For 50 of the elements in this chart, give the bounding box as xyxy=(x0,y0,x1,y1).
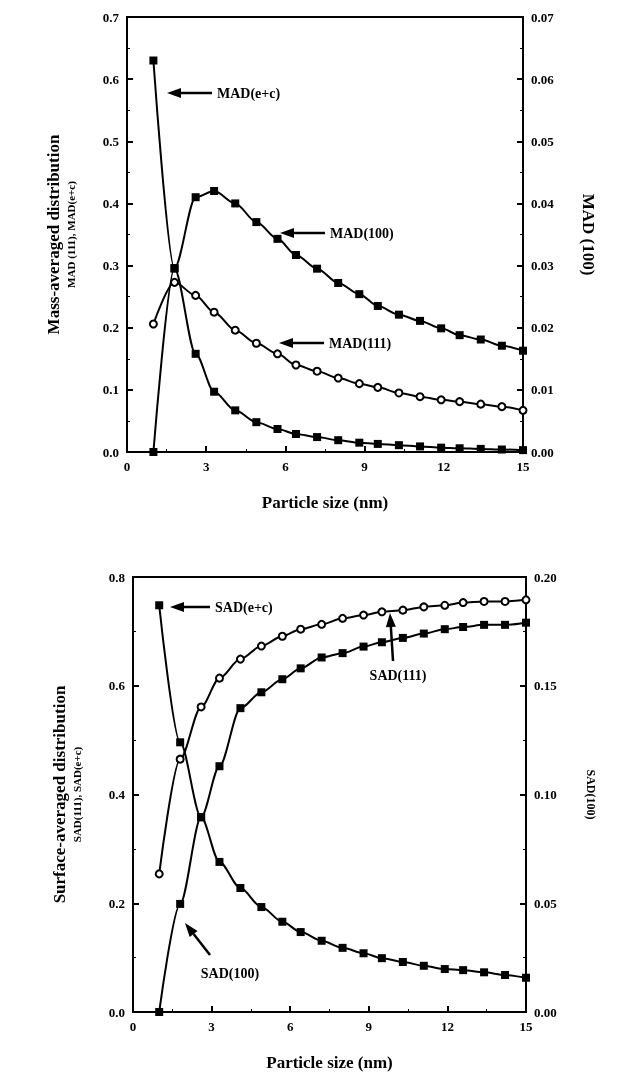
y2-tick-label: 0.15 xyxy=(534,678,558,694)
y-tick-label: 0.4 xyxy=(108,787,126,802)
x-tick-label: 15 xyxy=(516,459,530,474)
y-tick-label: 0.0 xyxy=(102,444,119,460)
y-tick-label: 0.2 xyxy=(108,895,125,911)
annotation: SAD(111) xyxy=(369,667,427,684)
y-tick-label: 0.3 xyxy=(102,258,120,274)
y-tick-label: 0.7 xyxy=(102,9,120,25)
y2-tick-label: 0.06 xyxy=(531,71,555,87)
y2-tick-label: 0.03 xyxy=(531,258,555,274)
annotation: MAD(e+c) xyxy=(217,85,281,102)
x-tick-label: 0 xyxy=(123,459,131,474)
y-tick-label: 0.6 xyxy=(102,71,120,87)
y2-tick-label: 0.00 xyxy=(531,444,554,460)
x-tick-label: 6 xyxy=(282,459,290,474)
x-tick-label: 9 xyxy=(361,459,369,474)
y-tick-label: 0.2 xyxy=(102,320,119,336)
y-axis-title: Surface-averaged distribution SAD(111), SAD(e+c) xyxy=(49,685,84,904)
y2-tick-label: 0.05 xyxy=(531,133,555,149)
x-tick-label: 3 xyxy=(208,1019,216,1034)
annotation: MAD(100) xyxy=(330,225,395,242)
x-tick-label: 15 xyxy=(519,1019,533,1034)
x-axis-title: Particle size (nm) xyxy=(266,1053,393,1072)
y2-axis-title: SAD(100) xyxy=(584,769,598,820)
y2-tick-label: 0.07 xyxy=(531,9,555,25)
y-tick-label: 0.4 xyxy=(102,195,120,211)
y2-tick-label: 0.10 xyxy=(534,787,557,802)
annotation: MAD(111) xyxy=(329,335,392,352)
y-axis-title: Mass-averaged distribution MAD (111), MAD(e+c) xyxy=(43,134,78,335)
x-axis-title: Particle size (nm) xyxy=(261,493,389,512)
y2-tick-label: 0.00 xyxy=(534,1004,557,1020)
x-tick-label: 0 xyxy=(129,1019,137,1034)
y-tick-label: 0.6 xyxy=(108,678,126,694)
y2-tick-label: 0.04 xyxy=(531,195,555,211)
x-tick-label: 12 xyxy=(440,1019,454,1034)
annotation: SAD(100) xyxy=(200,965,260,982)
y2-tick-label: 0.01 xyxy=(531,382,554,398)
y2-axis-title: MAD (100) xyxy=(578,193,598,276)
y-tick-label: 0.8 xyxy=(108,569,126,585)
x-tick-label: 12 xyxy=(437,459,451,474)
x-tick-label: 9 xyxy=(365,1019,373,1034)
y-tick-label: 0.5 xyxy=(102,133,120,149)
y-tick-label: 0.0 xyxy=(108,1004,125,1020)
y2-tick-label: 0.05 xyxy=(534,895,558,911)
y2-tick-label: 0.20 xyxy=(534,569,557,585)
x-tick-label: 3 xyxy=(202,459,210,474)
x-tick-label: 6 xyxy=(286,1019,294,1034)
annotation: SAD(e+c) xyxy=(215,599,274,616)
y-tick-label: 0.1 xyxy=(102,382,119,398)
y2-tick-label: 0.02 xyxy=(531,320,554,336)
